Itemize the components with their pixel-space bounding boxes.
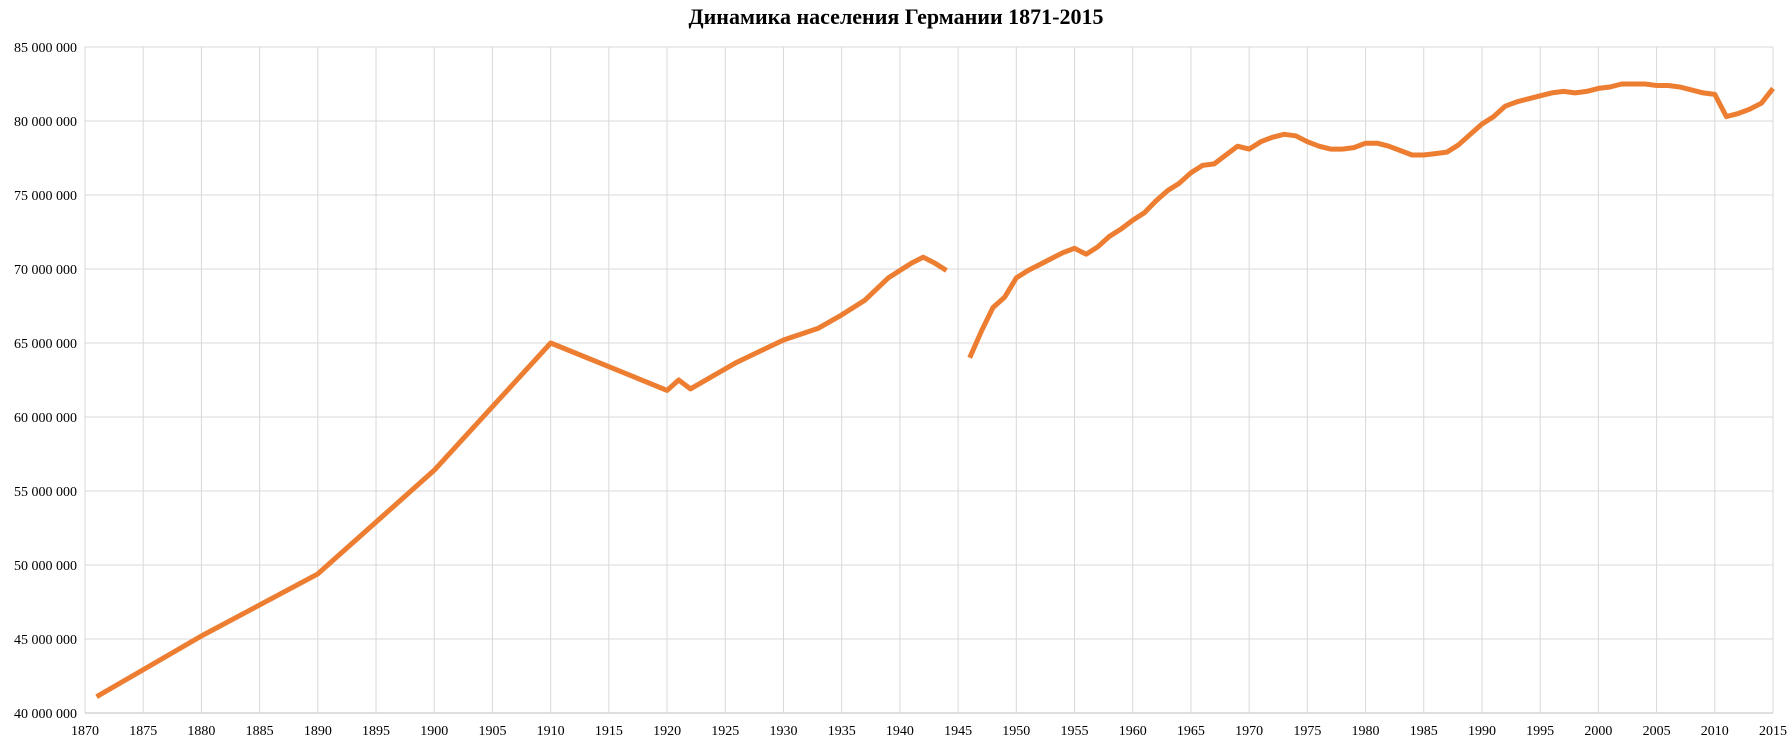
y-tick-label: 65 000 000 <box>14 337 77 352</box>
x-tick-label: 2015 <box>1759 724 1787 739</box>
x-tick-label: 1880 <box>187 724 215 739</box>
x-tick-label: 1935 <box>828 724 856 739</box>
y-tick-label: 45 000 000 <box>14 633 77 648</box>
x-tick-label: 1975 <box>1293 724 1321 739</box>
x-tick-label: 1955 <box>1061 724 1089 739</box>
chart-title: Динамика населения Германии 1871-2015 <box>688 4 1103 29</box>
x-tick-label: 1965 <box>1177 724 1205 739</box>
series <box>95 81 1775 699</box>
y-tick-label: 80 000 000 <box>14 115 77 130</box>
x-tick-label: 1950 <box>1002 724 1030 739</box>
y-tick-label: 60 000 000 <box>14 411 77 426</box>
y-axis: 40 000 000 45 000 000 50 000 000 55 000 000… <box>14 41 77 722</box>
x-tick-label: 1905 <box>478 724 506 739</box>
x-tick-label: 1875 <box>129 724 157 739</box>
series-line-segment <box>95 254 948 699</box>
x-tick-label: 1945 <box>944 724 972 739</box>
x-tick-label: 1970 <box>1235 724 1263 739</box>
x-tick-label: 1920 <box>653 724 681 739</box>
x-tick-label: 1995 <box>1526 724 1554 739</box>
x-tick-label: 1915 <box>595 724 623 739</box>
x-tick-label: 1985 <box>1410 724 1438 739</box>
x-tick-label: 1890 <box>304 724 332 739</box>
grid <box>84 46 1774 714</box>
y-tick-label: 50 000 000 <box>14 559 77 574</box>
x-tick-label: 1960 <box>1119 724 1147 739</box>
x-tick-label: 1930 <box>769 724 797 739</box>
series-line-segment <box>967 81 1775 359</box>
x-tick-label: 1925 <box>711 724 739 739</box>
x-tick-label: 1980 <box>1352 724 1380 739</box>
x-tick-label: 1895 <box>362 724 390 739</box>
y-tick-label: 70 000 000 <box>14 263 77 278</box>
x-tick-label: 2010 <box>1701 724 1729 739</box>
x-tick-label: 2000 <box>1584 724 1612 739</box>
x-axis: 1870 1875 1880 1885 1890 1895 1900 1905 1910 1915… <box>71 724 1787 739</box>
x-tick-label: 1885 <box>246 724 274 739</box>
x-tick-label: 1940 <box>886 724 914 739</box>
x-tick-label: 1900 <box>420 724 448 739</box>
x-tick-label: 2005 <box>1643 724 1671 739</box>
y-tick-label: 85 000 000 <box>14 41 77 56</box>
y-tick-label: 55 000 000 <box>14 485 77 500</box>
x-tick-label: 1870 <box>71 724 99 739</box>
y-tick-label: 40 000 000 <box>14 707 77 722</box>
x-tick-label: 1990 <box>1468 724 1496 739</box>
x-tick-label: 1910 <box>537 724 565 739</box>
y-tick-label: 75 000 000 <box>14 189 77 204</box>
